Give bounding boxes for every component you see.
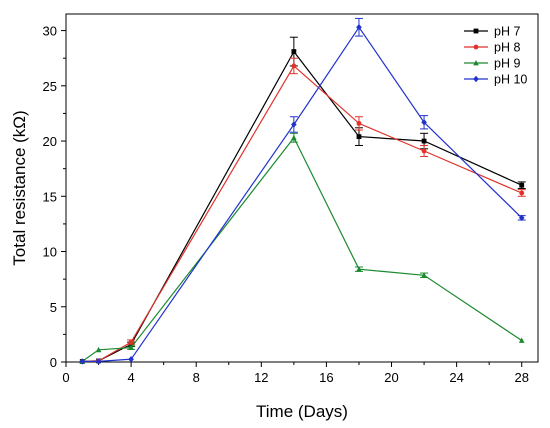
data-point [128, 339, 134, 345]
data-point [79, 358, 86, 365]
legend-item: pH 8 [464, 41, 520, 55]
series-line [81, 136, 523, 362]
x-tick-label: 8 [193, 370, 200, 385]
data-point [473, 75, 479, 83]
y-axis-label: Total resistance (kΩ) [10, 110, 29, 265]
data-point [421, 272, 427, 278]
x-tick-label: 12 [254, 370, 268, 385]
data-point [128, 356, 134, 363]
legend-label: pH 8 [494, 41, 520, 55]
data-point [518, 214, 525, 222]
data-point [421, 148, 427, 154]
data-point [518, 337, 525, 343]
y-tick-label: 0 [50, 355, 57, 370]
y-tick-label: 30 [43, 24, 57, 39]
data-point [291, 49, 297, 54]
series-ph-8 [79, 57, 526, 364]
data-point [421, 138, 427, 144]
legend-item: pH 7 [464, 25, 520, 39]
data-point [473, 28, 479, 34]
data-point [95, 358, 102, 365]
legend-item: pH 10 [464, 73, 527, 87]
legend-item: pH 9 [464, 57, 520, 71]
data-point [356, 120, 362, 126]
x-tick-label: 4 [127, 370, 134, 385]
legend-label: pH 10 [494, 73, 527, 87]
y-tick-label: 25 [43, 79, 57, 94]
data-point [421, 119, 427, 126]
data-point [95, 346, 102, 353]
series-layer [79, 17, 526, 365]
series-line [82, 26, 523, 362]
x-tick-label: 28 [514, 370, 528, 385]
x-tick-label: 24 [449, 370, 463, 385]
data-point [291, 63, 297, 69]
series-ph-10 [79, 17, 526, 365]
data-point [128, 344, 134, 351]
y-tick-label: 20 [43, 134, 57, 149]
x-axis-label: Time (Days) [256, 402, 348, 421]
series-line [82, 64, 522, 362]
plot-frame [65, 13, 539, 363]
data-point [356, 134, 362, 140]
y-tick-label: 10 [43, 245, 57, 260]
y-tick-label: 15 [43, 189, 57, 204]
series-ph-9 [79, 132, 525, 364]
data-point [519, 182, 525, 188]
plot-area [65, 13, 539, 363]
x-tick-label: 0 [62, 370, 69, 385]
y-tick-label: 5 [50, 300, 57, 315]
data-point [473, 60, 479, 66]
data-point [356, 24, 362, 31]
data-point [291, 121, 297, 128]
x-tick-label: 16 [319, 370, 333, 385]
axes: 0 4 8 12 16 20 24 28 0 5 10 15 20 25 30 [43, 24, 529, 385]
data-point [519, 190, 525, 196]
legend-label: pH 7 [494, 25, 520, 39]
data-point [473, 44, 479, 50]
legend: pH 7 pH 8 pH 9 pH 10 [464, 25, 527, 87]
series-line [82, 50, 522, 362]
data-point [356, 266, 362, 272]
x-tick-label: 20 [384, 370, 398, 385]
data-point [291, 134, 297, 141]
legend-label: pH 9 [494, 57, 520, 71]
